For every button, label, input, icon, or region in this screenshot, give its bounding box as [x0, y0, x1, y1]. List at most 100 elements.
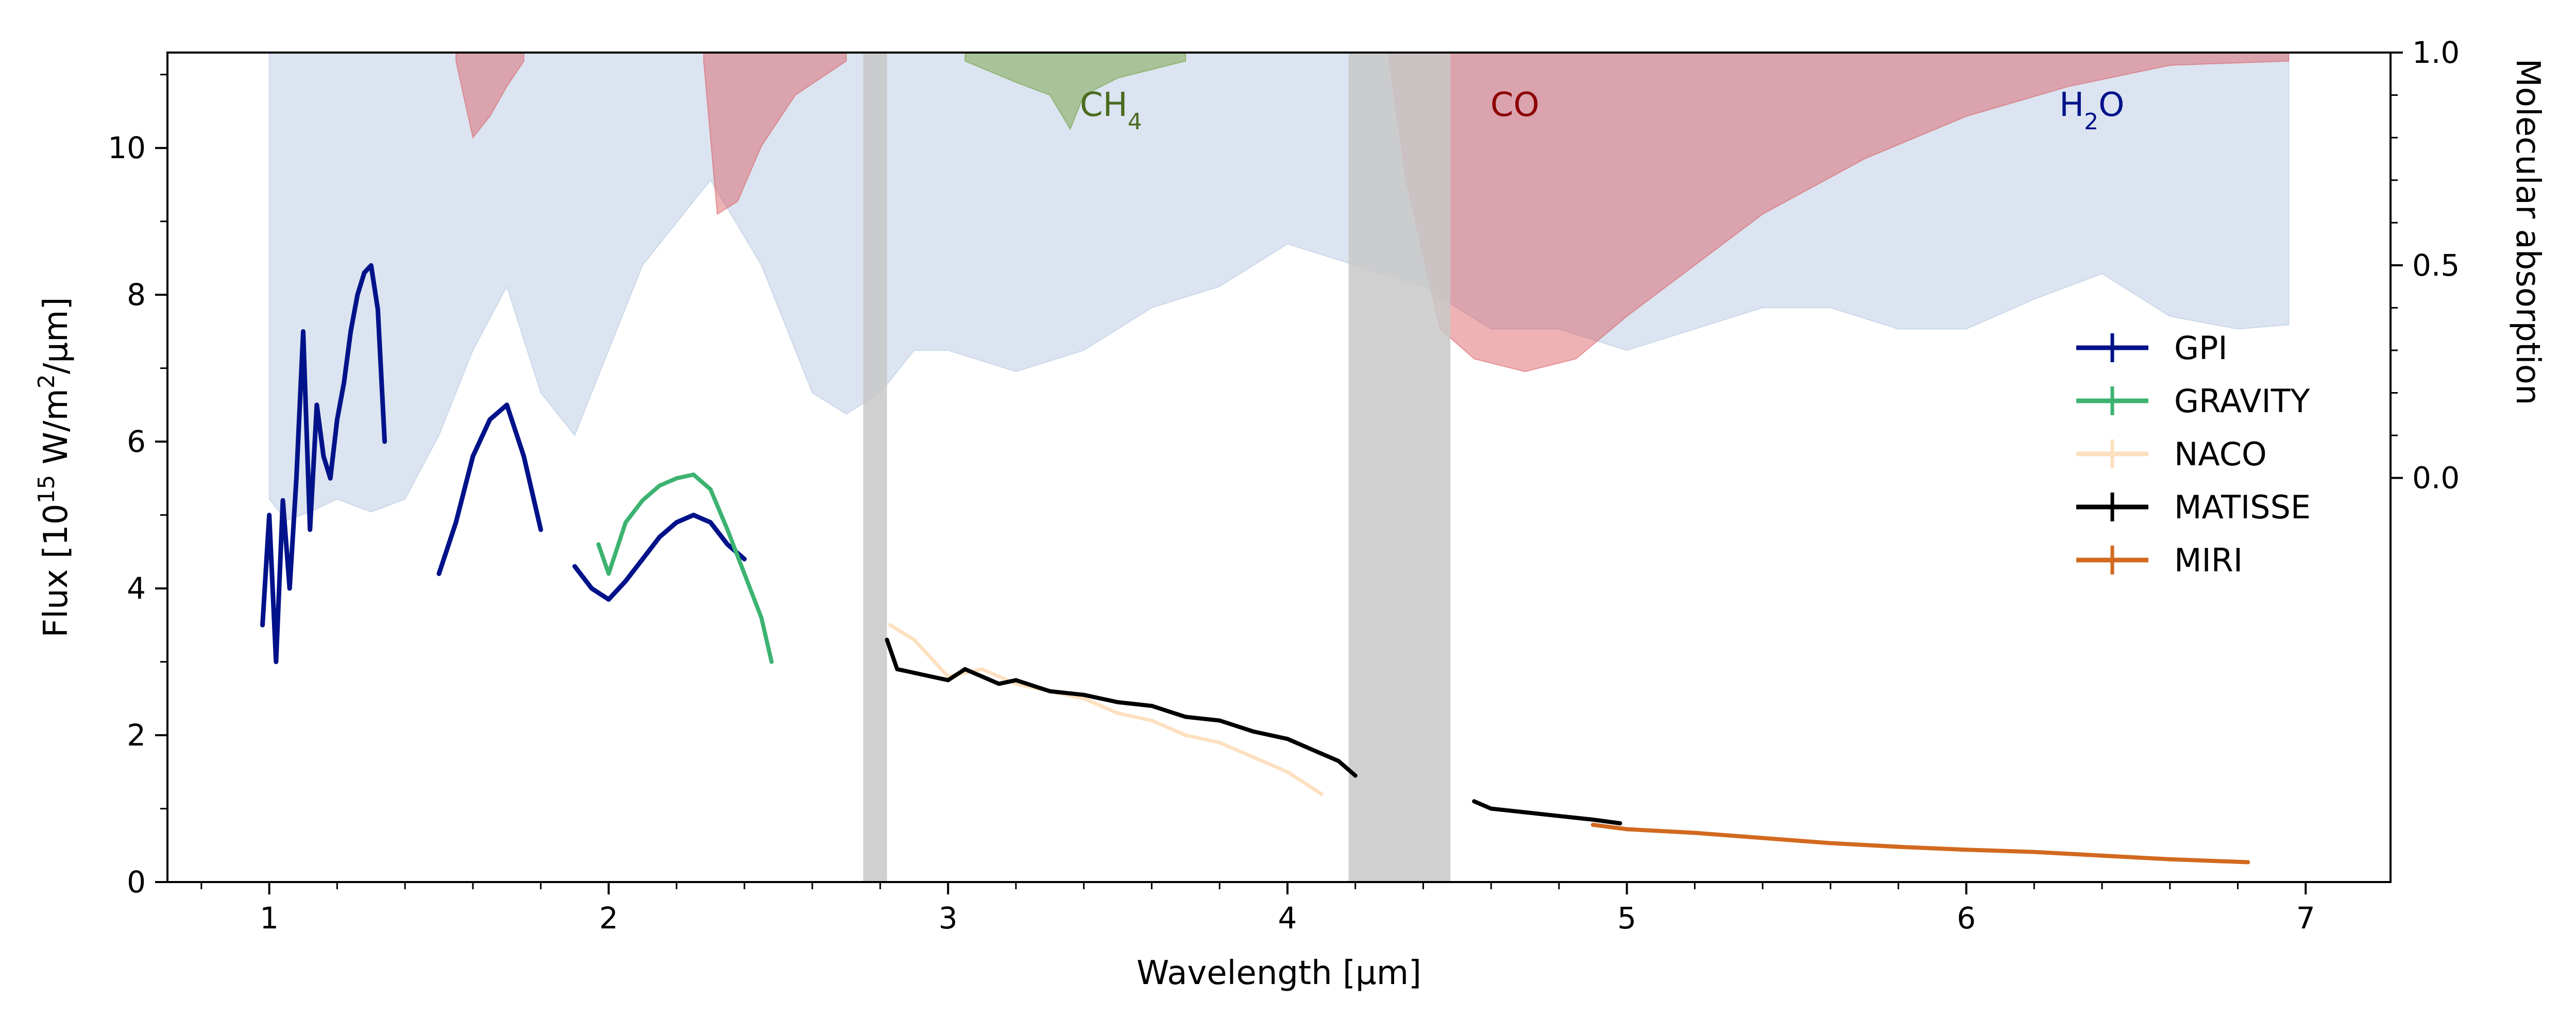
x-tick-label: 3: [939, 901, 958, 936]
x-tick-label: 2: [599, 901, 618, 936]
molecule-label-0: CH4: [1080, 86, 1142, 135]
data-point-matisse: [1472, 799, 1477, 804]
data-point-naco: [1115, 711, 1120, 716]
y-label-exp1: 15: [33, 475, 60, 504]
data-point-gpi: [314, 402, 319, 407]
data-point-gpi: [321, 454, 326, 459]
y-label-pre: Flux [10: [37, 504, 75, 638]
data-point-gravity: [691, 472, 696, 477]
data-point-miri: [1760, 836, 1765, 840]
axes: 1 2 3 4 5 6 7 0 2 4 6 8 10 0.0 0.5 1.0: [108, 35, 2460, 936]
y-label-post: /µm]: [37, 297, 75, 375]
absorption-band-4: [964, 52, 1187, 130]
data-point-gpi: [725, 542, 730, 547]
y-tick-label: 2: [127, 718, 146, 753]
data-point-gpi: [274, 659, 278, 664]
y-axis-label: Flux [1015 W/m2/µm]: [33, 297, 76, 638]
data-point-gravity: [606, 571, 611, 576]
data-point-naco: [1285, 770, 1290, 774]
data-point-matisse: [1336, 758, 1341, 763]
data-point-matisse: [963, 667, 968, 671]
series-line-gravity-0: [596, 472, 774, 664]
data-point-naco: [1217, 740, 1222, 745]
data-point-miri: [1692, 831, 1697, 835]
data-point-matisse: [1285, 737, 1290, 741]
data-point-gpi: [521, 454, 526, 459]
data-point-miri: [2100, 853, 2105, 858]
data-point-naco: [1013, 682, 1018, 686]
data-point-gpi: [623, 579, 628, 583]
data-point-matisse: [1523, 810, 1528, 815]
data-series: [260, 263, 2250, 865]
data-point-matisse: [912, 670, 917, 675]
data-point-matisse: [1217, 718, 1222, 723]
data-point-gpi: [376, 307, 380, 312]
data-point-gpi: [640, 557, 645, 562]
data-point-miri: [1624, 827, 1629, 832]
gap-region-1: [1348, 53, 1451, 882]
data-point-matisse: [1489, 806, 1494, 811]
data-point-gravity: [674, 476, 679, 481]
data-point-gravity: [769, 659, 774, 664]
data-point-gpi: [589, 586, 594, 591]
data-point-matisse: [1115, 700, 1120, 704]
y-tick-label: 10: [108, 130, 146, 165]
data-point-naco: [1319, 792, 1324, 797]
data-point-matisse: [1047, 689, 1052, 693]
data-point-gpi: [287, 586, 292, 591]
data-point-gpi: [742, 557, 747, 562]
data-point-gravity: [725, 528, 730, 532]
data-point-gpi: [487, 417, 492, 422]
data-point-gpi: [453, 520, 458, 524]
data-point-gpi: [657, 535, 662, 539]
y2-tick-label: 0.5: [2412, 248, 2460, 283]
data-point-gpi: [369, 263, 374, 268]
data-point-gpi: [504, 402, 509, 407]
legend-label-miri: MIRI: [2174, 541, 2243, 579]
data-point-matisse: [1149, 704, 1154, 708]
data-point-gpi: [691, 513, 696, 517]
data-point-miri: [1828, 841, 1833, 845]
data-point-gpi: [280, 498, 285, 503]
data-point-miri: [1964, 848, 1969, 852]
data-point-gravity: [657, 483, 662, 488]
data-point-gravity: [623, 520, 628, 524]
data-point-gpi: [260, 623, 265, 628]
plot-frame: [166, 52, 2392, 883]
data-point-gpi: [294, 476, 299, 481]
data-point-gpi: [335, 417, 340, 422]
y-tick-label: 6: [127, 424, 146, 459]
data-point-naco: [980, 667, 985, 671]
data-point-gravity: [596, 542, 601, 547]
data-point-gpi: [355, 293, 360, 297]
data-point-gpi: [342, 381, 346, 385]
legend-label-gravity: GRAVITY: [2174, 382, 2310, 420]
molecule-label-1: CO: [1490, 86, 1539, 124]
data-point-matisse: [885, 637, 889, 642]
telluric-gaps: [863, 53, 1451, 882]
data-point-gpi: [606, 597, 611, 602]
data-point-matisse: [1590, 817, 1595, 822]
absorption-bands: [268, 52, 2290, 521]
y-label-mid: W/m: [37, 388, 75, 475]
x-tick-label: 4: [1278, 901, 1297, 936]
y2-tick-label: 1.0: [2412, 35, 2460, 70]
y2-tick-label: 0.0: [2412, 461, 2460, 496]
data-point-miri: [2032, 850, 2037, 854]
data-point-gpi: [538, 528, 543, 532]
data-point-gpi: [362, 270, 367, 275]
data-point-gravity: [742, 571, 747, 576]
data-point-naco: [1081, 696, 1086, 701]
data-point-matisse: [946, 678, 951, 683]
series-line-gpi-2: [572, 513, 747, 602]
data-point-gpi: [708, 520, 713, 524]
series-line-matisse-0: [885, 637, 1358, 778]
absorption-band-3: [703, 52, 847, 215]
data-point-naco: [912, 637, 917, 642]
series-line-naco-0: [888, 623, 1324, 796]
data-point-matisse: [1251, 729, 1256, 734]
data-point-naco: [1149, 718, 1154, 723]
series-line-matisse-1: [1472, 799, 1622, 825]
data-point-miri: [2246, 860, 2250, 865]
